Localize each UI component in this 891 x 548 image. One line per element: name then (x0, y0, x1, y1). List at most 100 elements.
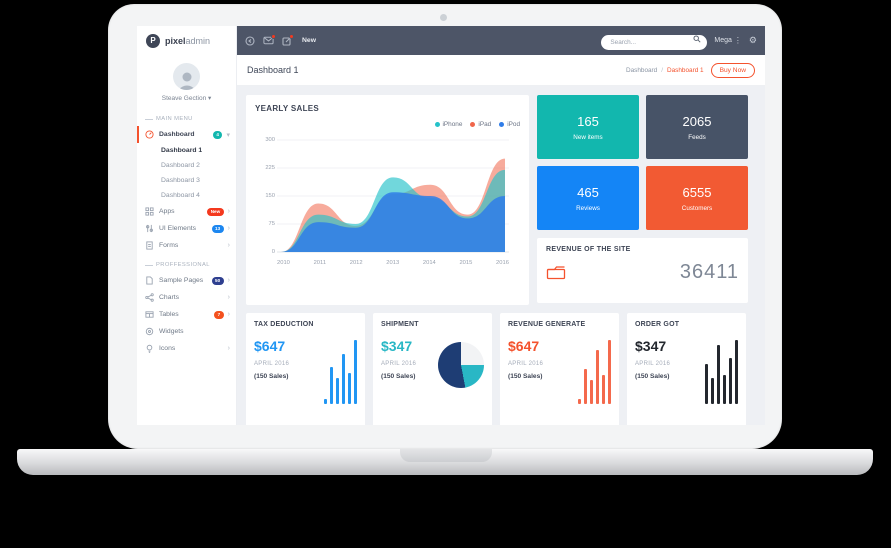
chevron-right-icon: › (227, 277, 230, 284)
mega-menu[interactable]: Mega ⋮ (714, 36, 742, 45)
card-shipment[interactable]: SHIPMENT $347 APRIL 2016 (150 Sales) (373, 313, 492, 425)
card-order-got[interactable]: ORDER GOT $347 APRIL 2016 (150 Sales) (627, 313, 746, 425)
caret-down-icon: ▾ (226, 131, 230, 139)
card-period: APRIL 2016 (381, 361, 417, 367)
sidebar-item-label: Sample Pages (159, 277, 204, 284)
legend-item-iphone[interactable]: iPhone (434, 121, 462, 128)
sidebar-item-charts[interactable]: Charts › (137, 289, 236, 306)
stat-card-reviews[interactable]: 465 Reviews (537, 166, 639, 230)
new-label[interactable]: New (302, 37, 316, 44)
revenue-value: 36411 (679, 261, 739, 283)
chevron-right-icon: › (227, 311, 230, 318)
sidebar-item-icons[interactable]: Icons › (137, 340, 236, 357)
sidebar-item-apps[interactable]: Apps New › (137, 203, 236, 220)
card-tax-deduction[interactable]: TAX DEDUCTION $647 APRIL 2016 (150 Sales… (246, 313, 365, 425)
card-sales: (150 Sales) (508, 373, 543, 380)
caret-down-icon: ▾ (208, 95, 212, 102)
sidebar-item-sample-pages[interactable]: Sample Pages 50 › (137, 272, 236, 289)
dashboard-badge: 4 (212, 130, 223, 139)
card-sales: (150 Sales) (635, 373, 670, 380)
compose-icon[interactable] (282, 33, 294, 46)
brand-name-bold: pixel (165, 35, 186, 46)
dashboard-submenu: Dashboard 1 Dashboard 2 Dashboard 3 Dash… (137, 143, 236, 203)
card-amount: $347 (635, 338, 667, 354)
x-tick: 2016 (496, 260, 509, 266)
file-icon (145, 276, 155, 285)
laptop-screen: P pixeladmin Steave Gection ▾ MAIN MENU (137, 26, 765, 425)
y-tick: 225 (265, 165, 275, 171)
y-tick: 75 (268, 221, 275, 227)
apps-badge: New (207, 207, 224, 216)
search-box (601, 31, 708, 50)
sample-pages-badge: 50 (211, 276, 224, 285)
collapse-menu-icon[interactable] (245, 35, 255, 46)
user-block[interactable]: Steave Gection ▾ (137, 55, 236, 108)
card-sales: (150 Sales) (381, 373, 416, 380)
lightbulb-icon (145, 344, 155, 353)
sidebar-item-dashboard[interactable]: Dashboard 4 ▾ (137, 126, 236, 143)
gear-icon[interactable]: ⚙ (748, 35, 757, 45)
sidebar-item-dashboard-4[interactable]: Dashboard 4 (137, 188, 236, 203)
user-name-text: Steave Gection (161, 95, 207, 102)
legend-label: iPad (478, 121, 492, 128)
sidebar-item-tables[interactable]: Tables 7 › (137, 306, 236, 323)
order-got-sparkline (705, 340, 738, 404)
search-icon[interactable] (693, 35, 701, 43)
section-title-main-menu: MAIN MENU (137, 108, 236, 126)
legend-item-ipad[interactable]: iPad (470, 121, 491, 128)
chart-legend: iPhone iPad iPod (255, 121, 520, 128)
card-amount: $347 (381, 338, 413, 354)
sidebar-item-ui-elements[interactable]: UI Elements 13 › (137, 220, 236, 237)
y-tick: 300 (265, 137, 275, 143)
stat-card-customers[interactable]: 6555 Customers (646, 166, 748, 230)
legend-item-ipod[interactable]: iPod (499, 121, 520, 128)
sidebar-item-label: Widgets (159, 328, 184, 335)
legend-label: iPod (507, 121, 520, 128)
laptop-bezel: P pixeladmin Steave Gection ▾ MAIN MENU (108, 4, 782, 449)
submenu-label: Dashboard 4 (161, 192, 200, 199)
brand-name-light: admin (185, 35, 211, 46)
card-title: TAX DEDUCTION (254, 321, 314, 328)
sidebar-item-dashboard-2[interactable]: Dashboard 2 (137, 158, 236, 173)
avatar (173, 63, 200, 90)
card-title: REVENUE GENERATE (508, 321, 586, 328)
legend-dot (434, 122, 440, 127)
sidebar-item-dashboard-3[interactable]: Dashboard 3 (137, 173, 236, 188)
stat-label: Reviews (576, 204, 600, 212)
mail-icon[interactable] (263, 34, 276, 45)
card-period: APRIL 2016 (254, 361, 290, 367)
sidebar-item-widgets[interactable]: Widgets (137, 323, 236, 340)
sidebar-item-label: Icons (159, 345, 176, 352)
sidebar-item-forms[interactable]: Forms › (137, 237, 236, 254)
bottom-cards-row: TAX DEDUCTION $647 APRIL 2016 (150 Sales… (246, 313, 756, 425)
x-tick: 2013 (386, 260, 400, 266)
area-chart-svg (277, 139, 509, 253)
stat-value: 2065 (682, 113, 712, 129)
breadcrumb-root[interactable]: Dashboard (625, 66, 658, 74)
target-icon (145, 327, 155, 336)
stat-label: Customers (681, 204, 713, 212)
chevron-right-icon: › (227, 294, 230, 301)
revenue-card: REVENUE OF THE SITE 36411 (537, 238, 748, 303)
y-tick: 150 (265, 193, 275, 199)
buy-now-button[interactable]: Buy Now (710, 62, 755, 78)
brand-logo-icon: P (146, 33, 160, 48)
area-series-group (281, 158, 505, 252)
brand-logo[interactable]: P pixeladmin (137, 26, 236, 55)
card-revenue-generate[interactable]: REVENUE GENERATE $647 APRIL 2016 (150 Sa… (500, 313, 619, 425)
stat-value: 465 (577, 184, 599, 200)
legend-dot (470, 122, 476, 127)
search-input[interactable] (601, 35, 708, 50)
folder-icon (546, 266, 566, 280)
main-content: YEARLY SALES iPhone iPad iPod 300 225 15… (237, 86, 765, 425)
breadcrumb: Dashboard / Dashboard 1 (626, 67, 704, 74)
stat-card-new-items[interactable]: 165 New items (537, 95, 639, 159)
submenu-label: Dashboard 1 (161, 147, 203, 154)
stat-card-feeds[interactable]: 2065 Feeds (646, 95, 748, 159)
stats-grid: 165 New items 2065 Feeds 465 Reviews (537, 95, 748, 230)
x-tick: 2012 (349, 260, 363, 266)
tables-badge: 7 (214, 310, 224, 319)
chevron-right-icon: › (227, 208, 230, 215)
x-tick: 2014 (422, 260, 436, 266)
sidebar-item-dashboard-1[interactable]: Dashboard 1 (137, 143, 236, 158)
